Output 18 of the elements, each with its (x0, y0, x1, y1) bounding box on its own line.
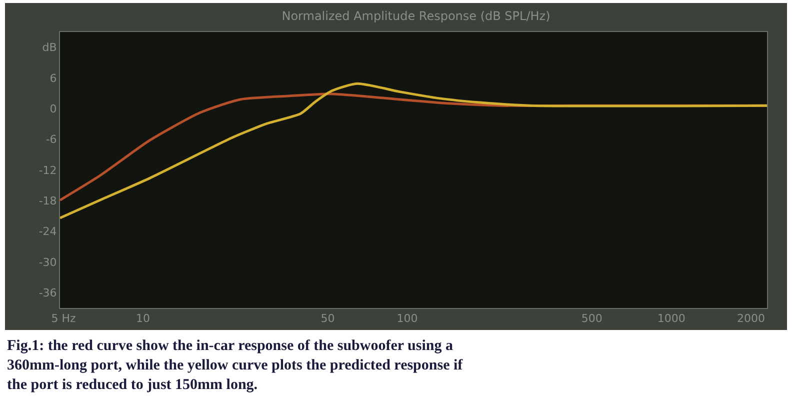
x-tick-label: 5 Hz (51, 312, 76, 326)
x-tick-label: 10 (136, 312, 150, 326)
y-tick-label: 0 (50, 102, 57, 116)
caption: Fig.1: the red curve show the in-car response of the subwoofer using a 360mm-long port, while the yellow curve plots the predicted response if the port is reduced to just 150mm long. (7, 338, 464, 393)
y-tick-label: dB (42, 41, 57, 54)
y-tick-label: -36 (38, 286, 57, 300)
y-tick-label: -30 (38, 256, 57, 269)
y-tick-label: -12 (38, 164, 57, 177)
x-tick-label: 1000 (657, 312, 686, 326)
y-tick-label: -6 (46, 133, 57, 146)
y-tick-label: 6 (50, 72, 57, 85)
x-tick-label: 50 (320, 312, 335, 326)
x-tick-label: 100 (396, 312, 418, 326)
x-tick-label: 2000 (736, 312, 765, 326)
x-tick-label: 500 (581, 312, 602, 326)
y-tick-label: -24 (38, 225, 57, 238)
chart-title: Normalized Amplitude Response (dB SPL/Hz) (282, 9, 550, 24)
y-tick-label: -18 (38, 194, 57, 208)
